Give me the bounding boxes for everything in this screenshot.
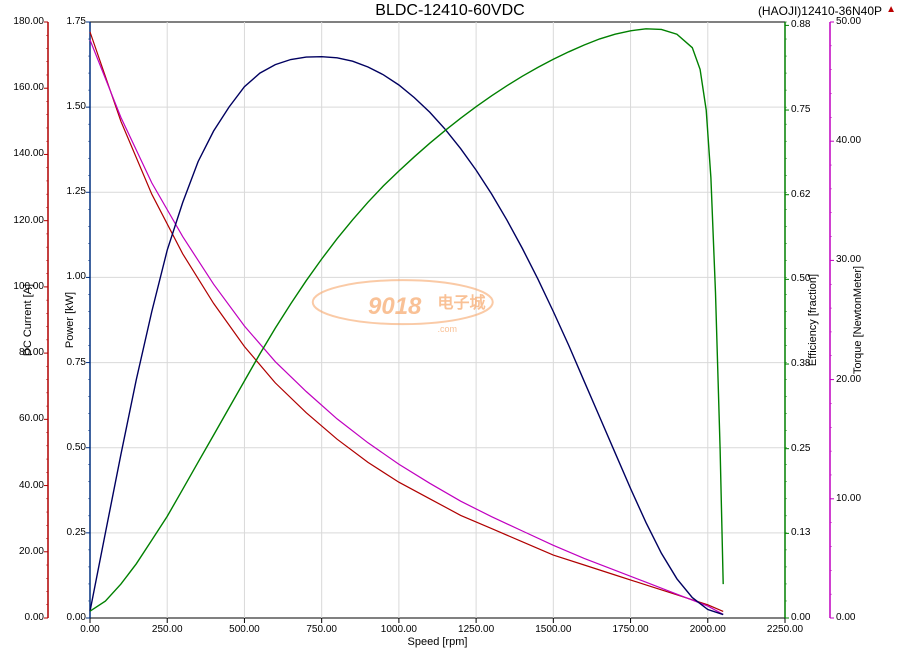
motor-performance-chart: BLDC-12410-60VDC (HAOJI)12410-36N40P ▲ 9… [0, 0, 900, 644]
svg-text:9018: 9018 [368, 293, 422, 320]
svg-text:电子城: 电子城 [438, 293, 486, 312]
plot-svg: 9018 电子城 .com [0, 0, 900, 644]
svg-text:.com: .com [438, 324, 458, 334]
